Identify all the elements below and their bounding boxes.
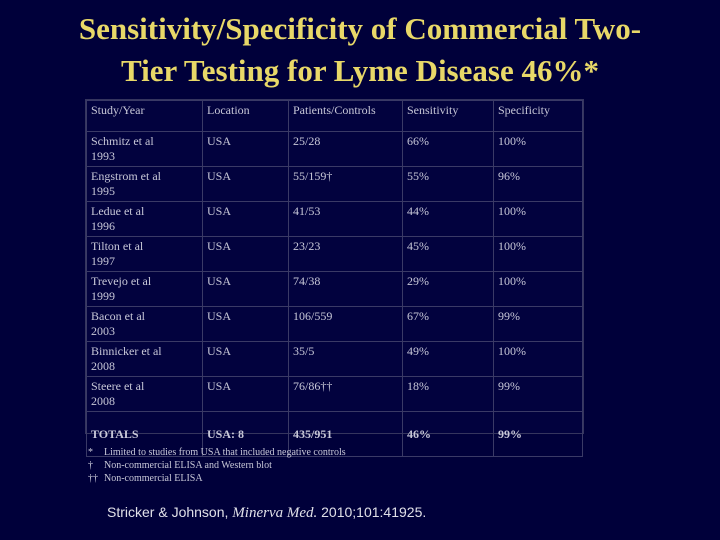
study-name: Bacon et al [91,309,145,323]
citation-authors: Stricker & Johnson, [107,504,233,520]
location-cell: USA [202,201,289,237]
totals-sensitivity: 46% [402,411,494,457]
location-cell: USA [202,306,289,342]
sensitivity-cell: 18% [402,376,494,412]
study-year: 1999 [91,289,115,303]
table-row: Engstrom et al 1995 USA 55/159† 55% 96% [86,166,583,202]
header-sensitivity: Sensitivity [402,100,494,132]
table-row: Ledue et al 1996 USA 41/53 44% 100% [86,201,583,237]
specificity-cell: 100% [493,271,583,307]
citation: Stricker & Johnson, Minerva Med. 2010;10… [107,503,426,522]
table-header-row: Study/Year Location Patients/Controls Se… [86,100,583,132]
footnote-mark: * [88,447,93,458]
study-name: Steere et al [91,379,145,393]
totals-location: USA: 8 [202,411,289,457]
study-year: 1993 [91,149,115,163]
location-cell: USA [202,131,289,167]
location-cell: USA [202,376,289,412]
title-line-2: Tier Testing for Lyme Disease 46%* [121,53,599,88]
sensitivity-cell: 45% [402,236,494,272]
header-location: Location [202,100,289,132]
patients-controls-cell: 25/28 [288,131,403,167]
table-row: Trevejo et al 1999 USA 74/38 29% 100% [86,271,583,307]
study-year: 2008 [91,394,115,408]
study-cell: Bacon et al 2003 [86,306,203,342]
specificity-cell: 100% [493,236,583,272]
header-patients-controls: Patients/Controls [288,100,403,132]
footnote-text: Non-commercial ELISA [104,473,203,484]
patients-controls-cell: 76/86†† [288,376,403,412]
sensitivity-cell: 66% [402,131,494,167]
patients-controls-cell: 74/38 [288,271,403,307]
footnote: * Limited to studies from USA that includ… [88,446,488,459]
results-table-panel: Study/Year Location Patients/Controls Se… [85,99,584,457]
patients-controls-cell: 23/23 [288,236,403,272]
study-year: 2003 [91,324,115,338]
totals-label: TOTALS [86,411,203,457]
study-cell: Schmitz et al 1993 [86,131,203,167]
patients-controls-cell: 41/53 [288,201,403,237]
study-year: 2008 [91,359,115,373]
sensitivity-cell: 44% [402,201,494,237]
results-table: Study/Year Location Patients/Controls Se… [86,100,583,457]
table-row: Binnicker et al 2008 USA 35/5 49% 100% [86,341,583,377]
study-year: 1997 [91,254,115,268]
location-cell: USA [202,236,289,272]
sensitivity-cell: 55% [402,166,494,202]
specificity-cell: 99% [493,306,583,342]
table-row: Tilton et al 1997 USA 23/23 45% 100% [86,236,583,272]
study-name: Tilton et al [91,239,144,253]
location-cell: USA [202,341,289,377]
patients-controls-cell: 106/559 [288,306,403,342]
patients-controls-cell: 35/5 [288,341,403,377]
study-cell: Steere et al 2008 [86,376,203,412]
sensitivity-cell: 29% [402,271,494,307]
table-row: Schmitz et al 1993 USA 25/28 66% 100% [86,131,583,167]
header-specificity: Specificity [493,100,583,132]
table-row: Bacon et al 2003 USA 106/559 67% 99% [86,306,583,342]
study-cell: Ledue et al 1996 [86,201,203,237]
footnote-text: Non-commercial ELISA and Western blot [104,460,272,471]
footnote: † Non-commercial ELISA and Western blot [88,459,488,472]
specificity-cell: 99% [493,376,583,412]
study-year: 1996 [91,219,115,233]
study-name: Ledue et al [91,204,145,218]
table-row: Steere et al 2008 USA 76/86†† 18% 99% [86,376,583,412]
sensitivity-cell: 67% [402,306,494,342]
specificity-cell: 100% [493,201,583,237]
totals-row: TOTALS USA: 8 435/951 46% 99% [86,411,583,457]
title-line-1: Sensitivity/Specificity of Commercial Tw… [78,11,642,46]
study-cell: Tilton et al 1997 [86,236,203,272]
footnote-text: Limited to studies from USA that include… [104,447,346,458]
footnote-mark: †† [88,473,98,484]
study-year: 1995 [91,184,115,198]
study-cell: Trevejo et al 1999 [86,271,203,307]
header-study-year: Study/Year [86,100,203,132]
study-name: Engstrom et al [91,169,161,183]
sensitivity-cell: 49% [402,341,494,377]
study-name: Trevejo et al [91,274,152,288]
location-cell: USA [202,271,289,307]
footnote: †† Non-commercial ELISA [88,472,488,485]
study-cell: Binnicker et al 2008 [86,341,203,377]
footnote-mark: † [88,460,93,471]
specificity-cell: 100% [493,131,583,167]
footnotes: * Limited to studies from USA that includ… [88,446,488,485]
study-cell: Engstrom et al 1995 [86,166,203,202]
location-cell: USA [202,166,289,202]
slide-title: Sensitivity/Specificity of Commercial Tw… [0,8,720,92]
study-name: Schmitz et al [91,134,154,148]
citation-journal: Minerva Med. [232,505,318,521]
patients-controls-cell: 55/159† [288,166,403,202]
totals-specificity: 99% [493,411,583,457]
study-name: Binnicker et al [91,344,162,358]
specificity-cell: 100% [493,341,583,377]
specificity-cell: 96% [493,166,583,202]
citation-details: 2010;101:41925. [317,504,427,520]
